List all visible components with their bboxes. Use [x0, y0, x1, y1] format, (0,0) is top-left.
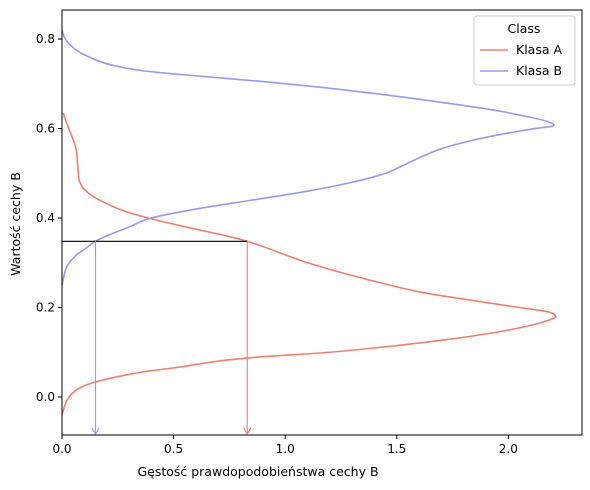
legend-title: Class	[508, 21, 541, 36]
x-tick-label: 0.5	[164, 442, 183, 456]
y-tick-label: 0.6	[36, 122, 55, 136]
annotation-layer	[62, 240, 252, 436]
x-tick-label: 1.0	[276, 442, 295, 456]
series-layer	[61, 29, 557, 416]
y-axis-ticks: 0.0 0.2 0.4 0.6 0.8	[36, 32, 62, 404]
x-axis-label: Gęstość prawdopodobieństwa cechy B	[137, 464, 378, 479]
legend-label-b: Klasa B	[516, 63, 562, 78]
y-tick-label: 0.2	[36, 301, 55, 315]
x-tick-label: 0.0	[52, 442, 71, 456]
x-tick-label: 1.5	[387, 442, 406, 456]
y-tick-label: 0.0	[36, 390, 55, 404]
drop-arrow-2	[243, 241, 252, 436]
plot-frame	[61, 9, 583, 436]
y-tick-label: 0.4	[36, 211, 55, 225]
x-axis-ticks: 0.0 0.5 1.0 1.5 2.0	[52, 435, 518, 456]
x-tick-label: 2.0	[499, 442, 518, 456]
series-line-a	[61, 112, 557, 416]
drop-arrow-1	[91, 241, 100, 436]
y-tick-label: 0.8	[36, 32, 55, 46]
legend-box	[473, 15, 576, 86]
y-axis-label: Wartość cechy B	[8, 172, 23, 276]
series-line-b	[61, 29, 555, 286]
legend: Class Klasa A Klasa B	[473, 15, 576, 86]
legend-label-a: Klasa A	[516, 42, 562, 57]
